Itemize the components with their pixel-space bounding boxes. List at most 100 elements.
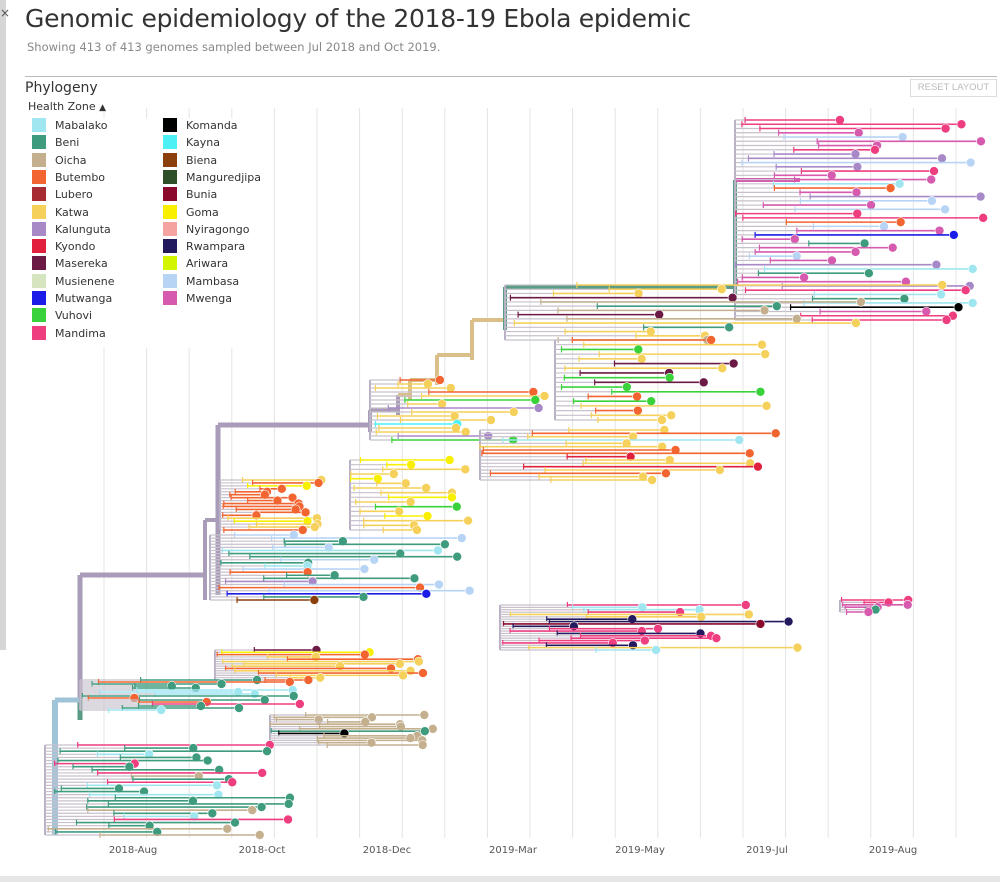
- tip[interactable]: [230, 817, 240, 828]
- tip[interactable]: [124, 761, 135, 772]
- tip[interactable]: [406, 459, 416, 470]
- tip[interactable]: [283, 799, 294, 809]
- tip[interactable]: [188, 796, 198, 806]
- tip[interactable]: [440, 539, 450, 550]
- tip[interactable]: [418, 668, 428, 678]
- legend-item[interactable]: Komanda: [163, 118, 238, 134]
- tip[interactable]: [405, 497, 416, 507]
- tip[interactable]: [359, 564, 370, 574]
- left-scrollbar[interactable]: [0, 0, 6, 650]
- tip[interactable]: [283, 814, 293, 825]
- tip[interactable]: [967, 264, 978, 274]
- tip[interactable]: [449, 411, 460, 421]
- tip[interactable]: [247, 805, 258, 815]
- reset-layout-button[interactable]: RESET LAYOUT: [910, 79, 997, 97]
- tip[interactable]: [463, 515, 473, 526]
- tip[interactable]: [790, 234, 800, 244]
- tip[interactable]: [835, 115, 845, 125]
- tip[interactable]: [284, 677, 295, 687]
- tip[interactable]: [234, 703, 244, 713]
- tip[interactable]: [851, 318, 861, 328]
- tip[interactable]: [864, 268, 874, 278]
- tip[interactable]: [202, 755, 213, 766]
- tip[interactable]: [661, 468, 671, 479]
- tip[interactable]: [386, 663, 396, 674]
- tip[interactable]: [965, 157, 976, 168]
- tip[interactable]: [216, 679, 227, 689]
- tip[interactable]: [956, 119, 967, 130]
- tip[interactable]: [396, 721, 406, 732]
- legend-item[interactable]: Kayna: [163, 135, 220, 151]
- tip[interactable]: [533, 403, 544, 413]
- tip[interactable]: [191, 752, 202, 763]
- tip[interactable]: [717, 363, 728, 374]
- tip[interactable]: [940, 204, 950, 215]
- tip[interactable]: [451, 501, 462, 512]
- tip[interactable]: [214, 765, 225, 775]
- tip[interactable]: [196, 701, 206, 711]
- tip[interactable]: [937, 280, 947, 290]
- tip[interactable]: [934, 225, 945, 236]
- legend-item[interactable]: Kalunguta: [32, 221, 111, 238]
- tip[interactable]: [941, 315, 952, 325]
- tip[interactable]: [193, 771, 204, 781]
- legend-item[interactable]: Manguredjipa: [163, 169, 261, 186]
- tip[interactable]: [452, 551, 463, 562]
- tip[interactable]: [850, 247, 861, 257]
- tip[interactable]: [508, 407, 519, 417]
- tip[interactable]: [288, 691, 299, 701]
- tip[interactable]: [310, 652, 321, 662]
- tip[interactable]: [716, 284, 727, 295]
- tip[interactable]: [792, 642, 803, 653]
- tip[interactable]: [400, 478, 411, 489]
- tip[interactable]: [978, 213, 988, 223]
- tip[interactable]: [633, 405, 643, 416]
- legend-item[interactable]: Mwenga: [163, 291, 232, 307]
- legend-item[interactable]: Rwampara: [163, 239, 245, 255]
- tip[interactable]: [369, 554, 379, 565]
- tip[interactable]: [257, 768, 267, 778]
- tip[interactable]: [727, 292, 738, 303]
- tip[interactable]: [414, 656, 424, 667]
- tip[interactable]: [728, 358, 739, 369]
- tip[interactable]: [622, 382, 632, 392]
- tip[interactable]: [711, 633, 722, 643]
- tip[interactable]: [329, 570, 340, 581]
- tip[interactable]: [307, 576, 318, 587]
- tip[interactable]: [451, 423, 461, 433]
- tip[interactable]: [632, 391, 642, 402]
- legend-item[interactable]: Butembo: [32, 169, 105, 186]
- tip[interactable]: [902, 599, 913, 610]
- tip[interactable]: [659, 425, 670, 435]
- tip[interactable]: [931, 259, 942, 270]
- tip[interactable]: [936, 289, 946, 300]
- tip[interactable]: [664, 372, 675, 383]
- tip[interactable]: [852, 208, 863, 219]
- tip[interactable]: [422, 511, 433, 521]
- tip[interactable]: [628, 431, 638, 442]
- tip[interactable]: [295, 699, 305, 709]
- tip[interactable]: [405, 733, 416, 743]
- tip[interactable]: [827, 255, 837, 266]
- tip[interactable]: [654, 309, 664, 320]
- tip[interactable]: [724, 322, 734, 333]
- tip[interactable]: [233, 687, 243, 697]
- tip[interactable]: [188, 743, 199, 753]
- tip[interactable]: [647, 475, 657, 485]
- tip[interactable]: [254, 830, 265, 840]
- tip[interactable]: [207, 808, 218, 819]
- tip[interactable]: [949, 230, 959, 240]
- tip[interactable]: [313, 478, 324, 488]
- tip[interactable]: [740, 600, 751, 610]
- tip[interactable]: [152, 827, 163, 837]
- tip[interactable]: [927, 196, 937, 206]
- tip[interactable]: [394, 506, 404, 517]
- tip[interactable]: [638, 471, 648, 482]
- tip[interactable]: [114, 783, 124, 794]
- tip[interactable]: [427, 724, 438, 734]
- legend-item[interactable]: Oicha: [32, 152, 86, 169]
- tip[interactable]: [666, 410, 677, 421]
- tip[interactable]: [301, 481, 312, 491]
- tip[interactable]: [826, 170, 837, 181]
